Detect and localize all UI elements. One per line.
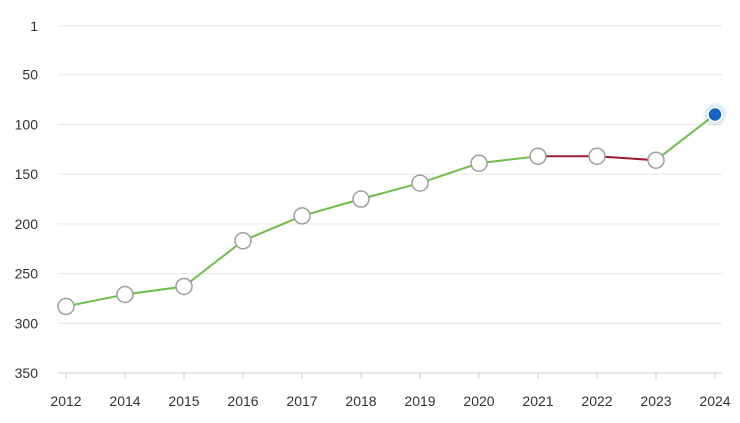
line-segment [596,155,657,162]
y-tick-label: 200 [15,216,39,232]
grid-lines [58,25,722,374]
x-tick-label: 2015 [168,393,199,409]
line-segment [301,198,362,217]
series-line [65,113,716,308]
data-point [175,277,193,296]
line-segment [242,214,303,242]
y-tick-label: 1 [30,18,38,34]
line-segment [360,182,421,201]
x-tick-label: 2018 [345,393,376,409]
data-point [293,207,311,225]
x-tick-label: 2020 [463,393,494,409]
data-point [588,147,606,165]
y-tick-label: 250 [15,266,39,282]
data-point [57,297,75,316]
x-tick-label: 2017 [286,393,317,409]
x-tick-label: 2016 [227,393,258,409]
line-segment [478,155,539,165]
data-point [647,151,665,169]
x-axis: 2012 2014 2015 2016 2017 2018 2019 2020 2021 2022… [50,373,731,409]
x-tick-label: 2012 [50,393,81,409]
line-segment [65,293,126,308]
data-point-highlight [707,106,723,123]
data-point [470,154,488,172]
line-segment [183,239,244,288]
y-tick-label: 50 [22,67,38,83]
y-tick-label: 300 [15,315,39,331]
line-segment [419,162,480,185]
y-tick-label: 350 [15,365,39,381]
x-tick-label: 2014 [109,393,140,409]
data-point [352,190,370,208]
y-tick-label: 150 [15,166,39,182]
data-point [529,147,547,165]
x-tick-label: 2023 [640,393,671,409]
data-point [411,174,429,192]
x-tick-label: 2021 [522,393,553,409]
data-point [116,285,134,304]
x-tick-label: 2024 [699,393,730,409]
line-segment [124,285,185,296]
x-tick-label: 2019 [404,393,435,409]
y-tick-label: 100 [15,116,39,132]
series-points [57,101,728,316]
x-tick-label: 2022 [581,393,612,409]
data-point [234,232,252,250]
